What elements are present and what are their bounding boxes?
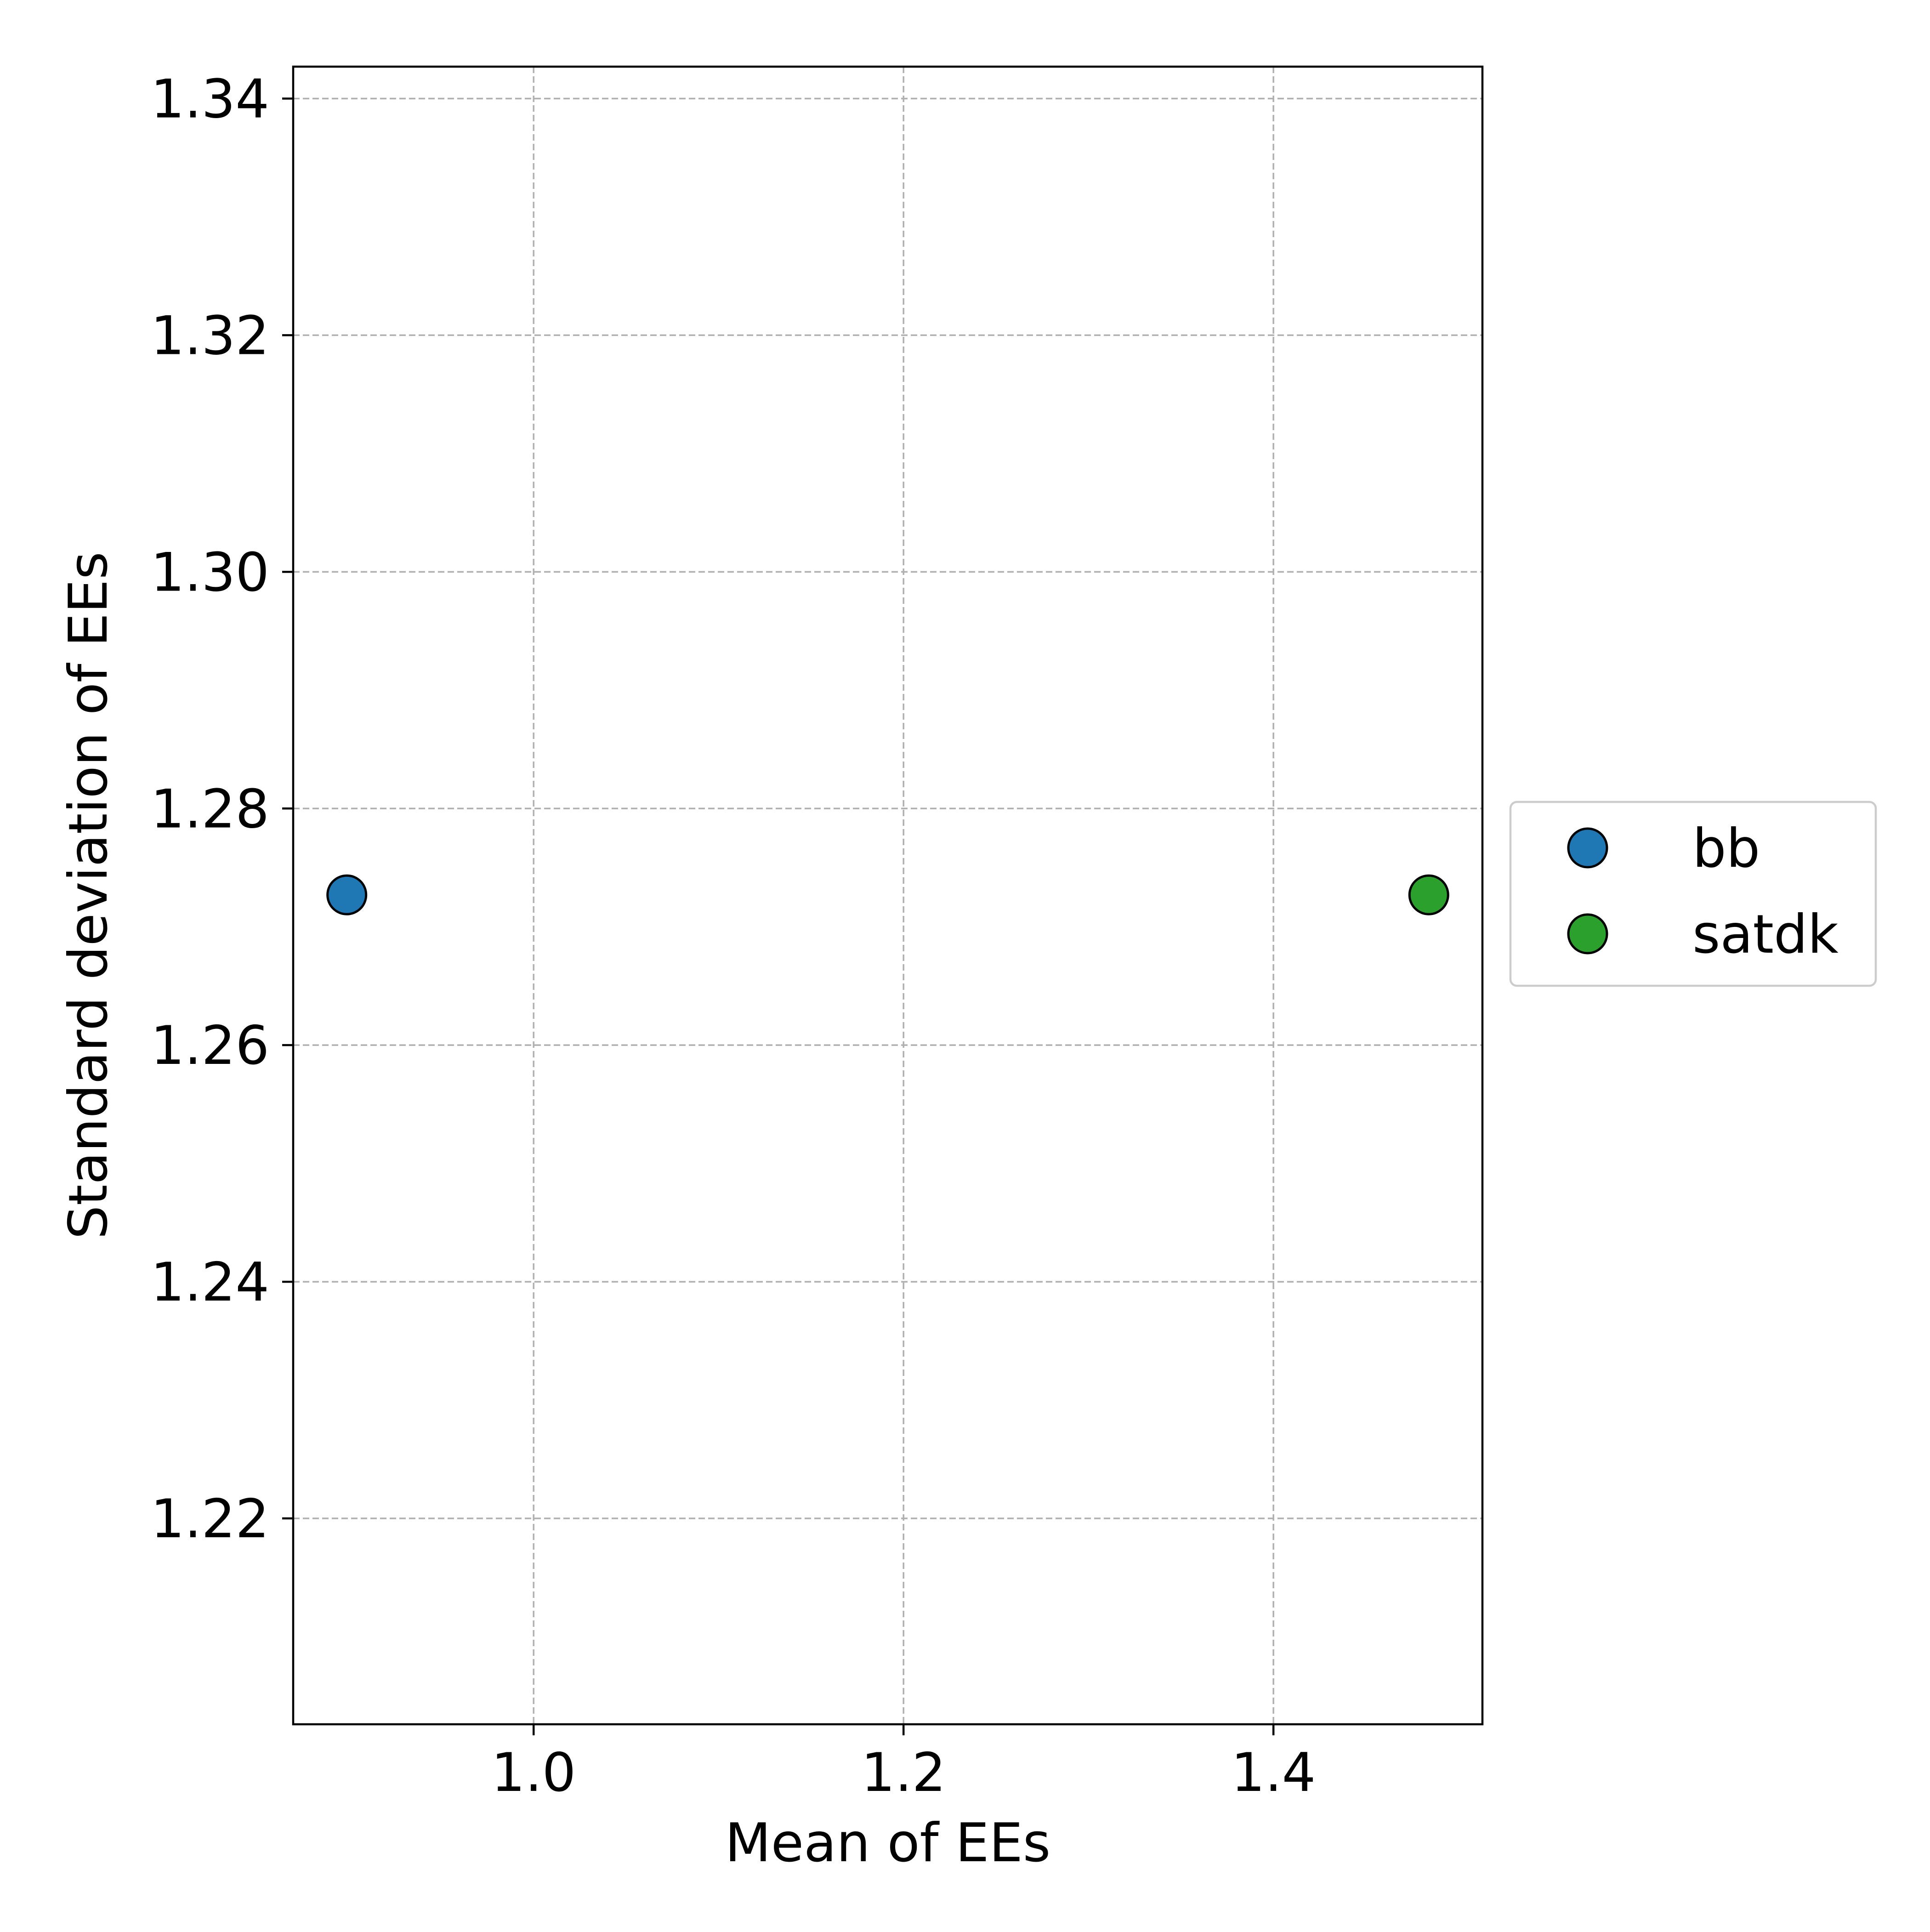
legend-label-bb: bb — [1692, 818, 1760, 880]
x-tick-label: 1.4 — [1231, 1742, 1316, 1804]
legend-marker-bb — [1567, 827, 1608, 869]
plot-frame — [292, 65, 1484, 1726]
data-point-bb — [326, 874, 368, 915]
y-tick-label: 1.32 — [151, 305, 269, 367]
x-tick-label: 1.0 — [491, 1742, 576, 1804]
x-axis-ticks: 1.0 1.2 1.4 — [491, 1724, 1316, 1804]
x-tick-label: 1.2 — [861, 1742, 946, 1804]
legend: bb satdk — [1509, 801, 1877, 987]
y-tick-label: 1.30 — [151, 541, 269, 603]
y-tick-label: 1.28 — [151, 778, 269, 840]
points-layer — [326, 874, 1449, 915]
legend-label-satdk: satdk — [1692, 903, 1839, 966]
y-tick-label: 1.24 — [151, 1251, 269, 1313]
legend-marker-satdk — [1567, 913, 1608, 955]
y-tick-label: 1.34 — [151, 68, 269, 131]
x-axis-label: Mean of EEs — [725, 1812, 1051, 1874]
y-tick-label: 1.22 — [151, 1488, 269, 1550]
y-tick-label: 1.26 — [151, 1015, 269, 1077]
y-axis-ticks: 1.22 1.24 1.26 1.28 1.30 1.32 1.34 — [151, 68, 293, 1550]
grid-layer — [293, 67, 1482, 1724]
y-axis-label: Standard deviation of EEs — [57, 551, 119, 1239]
data-point-satdk — [1408, 874, 1449, 915]
